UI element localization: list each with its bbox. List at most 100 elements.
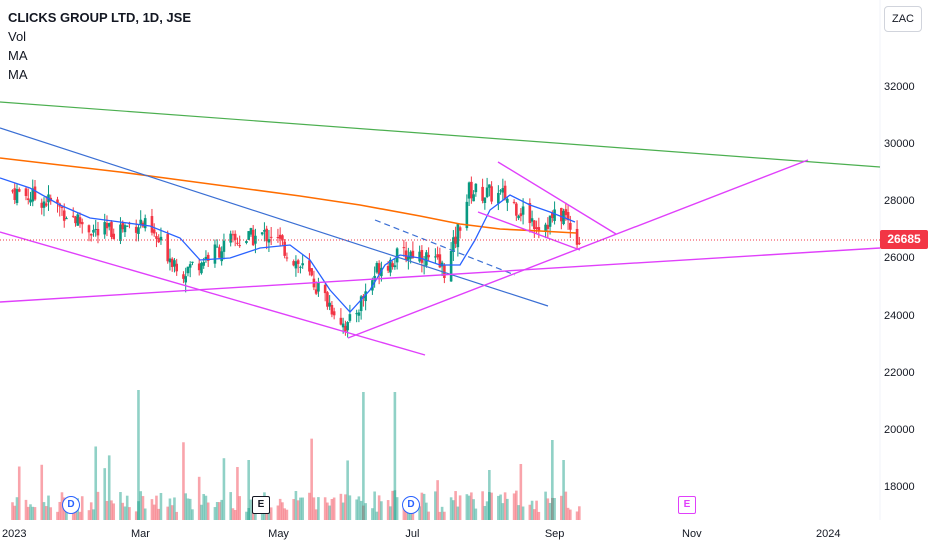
volume-bar — [233, 509, 237, 520]
earnings-marker-upcoming[interactable]: E — [678, 496, 696, 514]
candle-body — [267, 239, 271, 243]
volume-bar — [56, 511, 59, 520]
volume-bar — [497, 495, 500, 520]
candle-body — [218, 247, 221, 258]
volume-bar — [276, 505, 280, 520]
candle-body — [553, 209, 556, 221]
volume-bar — [107, 455, 111, 520]
candle-body — [159, 236, 163, 241]
trendline-blue-down — [0, 127, 549, 307]
candle-body — [56, 199, 59, 204]
volume-bar — [170, 505, 174, 520]
trendline-dashed-blue — [374, 219, 516, 276]
candle-body — [202, 262, 205, 266]
ma-slow-line — [0, 157, 577, 234]
volume-bar — [551, 497, 554, 520]
volume-bar — [245, 511, 248, 520]
candle-body — [188, 264, 192, 268]
volume-bar — [440, 506, 444, 520]
time-tick-label: 2023 — [2, 528, 27, 540]
candle-body — [443, 264, 446, 279]
volume-bar — [128, 507, 131, 520]
volume-bar — [474, 508, 478, 520]
candle-body — [326, 292, 329, 307]
volume-bar — [359, 500, 363, 520]
volume-spike — [393, 392, 397, 520]
candle-body — [515, 203, 518, 216]
currency-badge[interactable]: ZAC — [884, 6, 922, 32]
volume-bar — [373, 491, 376, 520]
candle-body — [427, 254, 430, 258]
candle-body — [472, 194, 475, 202]
candle-body — [26, 198, 30, 200]
candle-body — [546, 224, 550, 229]
candle-body — [501, 188, 505, 193]
volume-bar — [157, 508, 161, 520]
candle-body — [530, 218, 534, 222]
candle-body — [236, 242, 239, 244]
volume-bar — [499, 494, 502, 520]
volume-bar — [323, 497, 327, 520]
candle-body — [544, 224, 547, 231]
indicator-ma-1[interactable]: MA — [8, 48, 28, 63]
candle-body — [168, 258, 172, 263]
volume-spike — [362, 392, 365, 520]
candle-body — [251, 229, 255, 246]
ma-fast-line — [0, 177, 576, 313]
candle-body — [245, 241, 248, 243]
candle-body — [373, 275, 376, 281]
volume-bar — [535, 500, 538, 520]
volume-bar — [470, 492, 473, 520]
candle-body — [456, 223, 460, 248]
candle-body — [481, 186, 484, 201]
candle-body — [411, 250, 415, 259]
volume-bar — [44, 506, 48, 520]
indicator-vol[interactable]: Vol — [8, 29, 27, 44]
volume-bar — [166, 506, 170, 520]
candle-body — [173, 260, 176, 267]
candle-body — [229, 233, 232, 243]
candlesticks — [11, 176, 581, 338]
volume-bar — [328, 505, 331, 520]
candle-body — [292, 261, 295, 266]
dividend-marker-2[interactable]: D — [402, 496, 420, 514]
volume-bar — [191, 509, 194, 520]
candle-body — [458, 227, 462, 231]
volume-bars — [11, 390, 581, 520]
candle-body — [377, 263, 381, 275]
volume-bar — [267, 511, 271, 520]
volume-bar — [544, 491, 547, 520]
volume-bar — [330, 498, 334, 520]
candle-body — [503, 185, 507, 200]
candle-body — [314, 289, 318, 294]
candle-body — [62, 210, 66, 221]
volume-bar — [112, 503, 116, 520]
dividend-marker-1[interactable]: D — [62, 496, 80, 514]
candle-body — [24, 188, 28, 197]
candle-body — [137, 227, 140, 234]
volume-bar — [60, 492, 64, 520]
time-tick-label: Sep — [544, 528, 565, 540]
candle-body — [344, 325, 347, 332]
volume-bar — [17, 466, 21, 520]
candle-body — [330, 305, 334, 315]
candle-body — [123, 225, 127, 233]
symbol-title[interactable]: CLICKS GROUP LTD, 1D, JSE — [8, 10, 191, 25]
candle-body — [512, 201, 516, 203]
volume-bar — [434, 491, 437, 520]
indicator-ma-2[interactable]: MA — [8, 67, 28, 82]
candle-body — [238, 245, 241, 247]
candle-body — [386, 265, 390, 271]
candle-body — [560, 207, 563, 222]
volume-bar — [375, 511, 379, 520]
volume-bar — [40, 464, 44, 520]
earnings-marker-1[interactable]: E — [252, 496, 270, 514]
candle-body — [308, 260, 311, 272]
volume-bar — [125, 495, 129, 520]
candle-body — [564, 209, 568, 216]
candle-body — [299, 266, 302, 268]
volume-bar — [236, 467, 239, 520]
volume-bar — [168, 498, 172, 520]
volume-bar — [578, 506, 581, 520]
